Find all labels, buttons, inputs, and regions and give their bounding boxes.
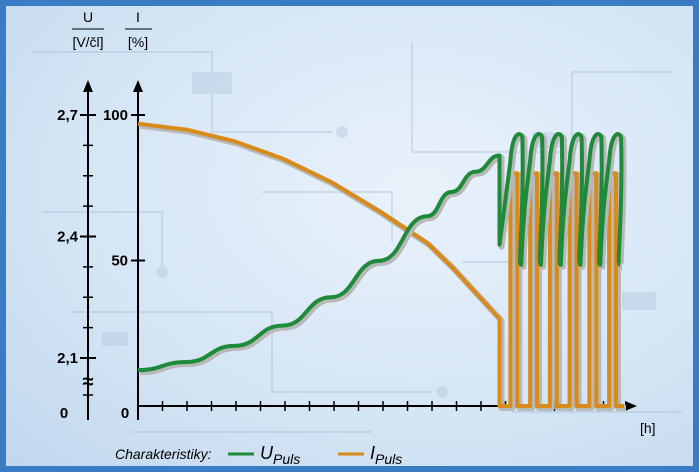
current-series-line xyxy=(137,121,624,408)
circuit-board-background xyxy=(32,42,682,433)
current-axis-unit: [%] xyxy=(128,34,148,50)
voltage-axis-ticks: 2,7 2,4 2,1 xyxy=(57,107,96,396)
legend-entry-voltage-sub: Puls xyxy=(273,451,300,467)
voltage-axis-tick-label: 2,4 xyxy=(57,229,79,246)
legend-label: Charakteristiky: xyxy=(115,446,212,462)
current-axis-origin-label: 0 xyxy=(121,405,129,422)
current-axis-arrow xyxy=(133,80,143,92)
voltage-axis-break-symbol: ≈ xyxy=(83,371,94,393)
current-axis-ticks: 100 50 xyxy=(103,107,145,270)
time-axis-arrow xyxy=(625,401,637,411)
legend-entry-current: IPuls xyxy=(370,443,402,467)
current-axis-tick-label: 50 xyxy=(111,253,128,270)
current-axis-tick-label: 100 xyxy=(103,107,128,124)
voltage-axis-tick-label: 2,7 xyxy=(57,107,78,124)
voltage-axis-symbol: U xyxy=(83,9,93,25)
series-layer xyxy=(137,121,627,411)
voltage-axis-origin-label: 0 xyxy=(60,405,68,422)
time-axis-unit: [h] xyxy=(640,420,656,436)
legend-entry-current-sub: Puls xyxy=(375,451,402,467)
legend-entry-current-main: I xyxy=(370,443,375,463)
legend-entry-voltage-main: U xyxy=(260,443,274,463)
current-axis-symbol: I xyxy=(136,9,140,25)
voltage-axis-unit: [V/čl] xyxy=(72,34,103,50)
voltage-axis-tick-label: 2,1 xyxy=(57,350,78,367)
voltage-series-line xyxy=(137,132,624,373)
voltage-axis-arrow xyxy=(83,80,93,92)
legend-entry-voltage: UPuls xyxy=(260,443,300,467)
